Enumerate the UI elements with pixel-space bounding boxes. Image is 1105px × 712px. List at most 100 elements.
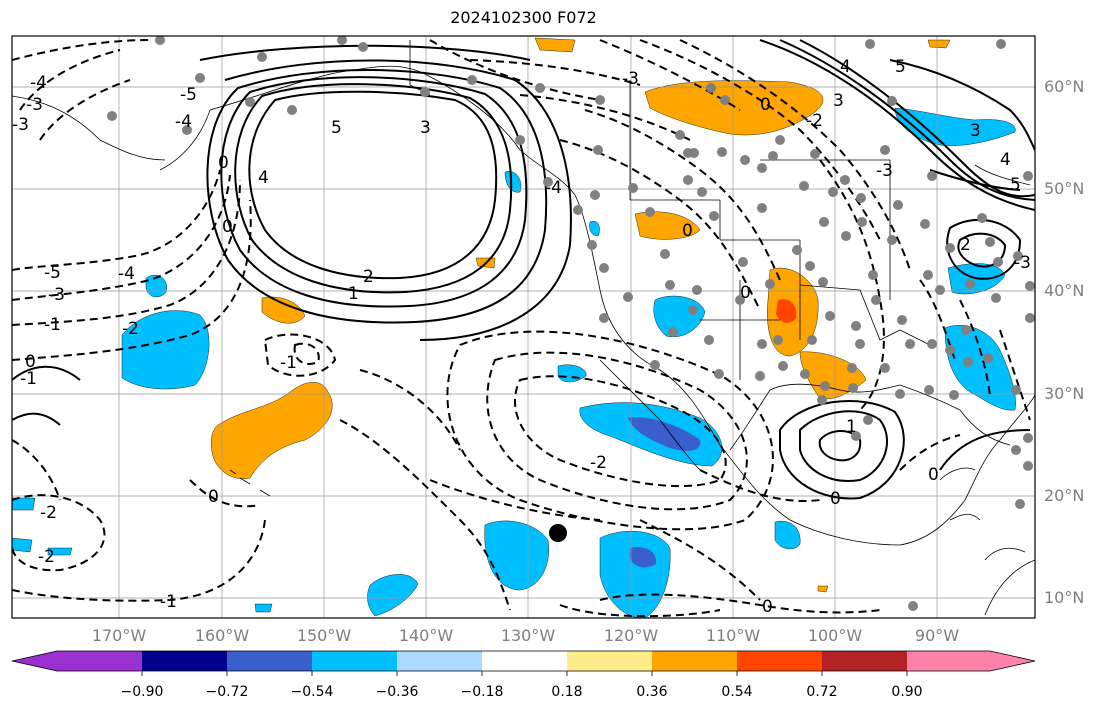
contour-label: 3: [833, 91, 844, 111]
lat-label-20n: 20°N: [1044, 486, 1085, 505]
negative-anomaly-region: [367, 574, 419, 617]
contour-label: -5: [44, 263, 61, 283]
contour-label: -3: [1014, 253, 1031, 273]
lon-label-130w: 130°W: [500, 626, 556, 645]
map-frame: [11, 35, 1036, 619]
contour-label: -1: [44, 315, 61, 335]
colorbar-tick-label: −0.18: [460, 684, 504, 700]
colorbar-segment: [652, 651, 737, 671]
colorbar-segment: [397, 651, 482, 671]
lon-label-160w: 160°W: [194, 626, 250, 645]
positive-anomaly-region: [261, 296, 306, 324]
lon-label-170w: 170°W: [91, 626, 147, 645]
contour-labels: 3 4 5 2 1 0 -1 -2 -3 -4 -5 -1 -2 -2 0 0 …: [12, 57, 1031, 617]
colorbar-tick-label: 0.36: [636, 684, 668, 700]
contour-label: -4: [118, 264, 135, 284]
colorbar-segment: [737, 651, 822, 671]
contour-label: 0: [740, 283, 751, 303]
colorbar-tick-label: −0.72: [205, 684, 249, 700]
negative-anomaly-region: [589, 220, 600, 237]
positive-anomaly-region: [634, 211, 701, 240]
contour-label: -3: [26, 95, 43, 115]
contour-label: 0: [928, 465, 939, 485]
contour-label: 4: [1000, 150, 1011, 170]
colorbar-tick-label: −0.90: [120, 684, 164, 700]
contour-label: -2: [590, 453, 607, 473]
negative-anomaly-region: [47, 547, 73, 556]
lat-label-30n: 30°N: [1044, 384, 1085, 403]
negative-anomaly-region: [12, 537, 33, 553]
colorbar: [11, 650, 1036, 676]
negative-anomaly-region: [254, 603, 273, 613]
contour-label: -1: [280, 353, 297, 373]
contour-label: -3: [12, 115, 29, 135]
strong-negative-region: [630, 546, 657, 568]
negative-anomaly-region: [504, 171, 522, 193]
lon-label-90w: 90°W: [914, 626, 960, 645]
contour-negative: [12, 39, 1031, 618]
colorbar-segment: [567, 651, 652, 671]
contour-label: 3: [970, 121, 981, 141]
colorbar-segment: [907, 651, 990, 671]
contour-label: 4: [258, 168, 269, 188]
contour-label: 0: [682, 221, 693, 241]
contour-label: -2: [38, 547, 55, 567]
contour-label: 3: [420, 118, 431, 138]
positive-anomaly-region: [927, 39, 951, 49]
positive-anomaly-region: [644, 80, 824, 136]
colorbar-extend-low: [12, 651, 57, 671]
contour-label: 0: [218, 153, 229, 173]
negative-anomaly-region: [944, 325, 1016, 411]
colorbar-segment: [482, 651, 567, 671]
contour-label: 0: [762, 597, 773, 617]
negative-anomaly-region: [12, 497, 36, 511]
colorbar-tick-label: 0.72: [806, 684, 838, 700]
negative-anomaly-region: [121, 310, 210, 390]
colorbar-tick-label: 0.18: [551, 684, 583, 700]
colorbar-segment: [57, 651, 142, 671]
map-title: 2024102300 F072: [450, 8, 597, 27]
contour-label: -4: [175, 112, 192, 132]
colorbar-extend-high: [990, 651, 1035, 671]
map-layers: 3 4 5 2 1 0 -1 -2 -3 -4 -5 -1 -2 -2 0 0 …: [12, 36, 1035, 618]
colorbar-tick-label: 0.54: [721, 684, 753, 700]
lon-label-110w: 110°W: [705, 626, 761, 645]
contour-label: -5: [180, 85, 197, 105]
colorbar-segment: [142, 651, 227, 671]
contour-label: 0: [760, 95, 771, 115]
strong-positive-region: [776, 299, 797, 323]
lon-label-100w: 100°W: [807, 626, 863, 645]
contour-label: -3: [48, 285, 65, 305]
negative-anomaly-region: [484, 520, 549, 591]
contour-label: 5: [331, 118, 342, 138]
lat-label-10n: 10°N: [1044, 588, 1085, 607]
contour-label: 1: [846, 417, 857, 437]
colorbar-tick-label: −0.36: [375, 684, 419, 700]
contour-label: -3: [876, 161, 893, 181]
contour-label: -4: [30, 73, 47, 93]
contour-label: -2: [40, 503, 57, 523]
contour-label: -1: [20, 369, 37, 389]
contour-label: 4: [840, 57, 851, 77]
lon-label-140w: 140°W: [398, 626, 454, 645]
contour-label: 2: [960, 235, 971, 255]
colorbar-tick-label: −0.54: [290, 684, 334, 700]
reference-marker: [549, 524, 567, 542]
lon-label-150w: 150°W: [296, 626, 352, 645]
contour-label: 0: [208, 487, 219, 507]
colorbar-segment: [822, 651, 907, 671]
contour-label: -3: [622, 69, 639, 89]
lat-label-50n: 50°N: [1044, 179, 1085, 198]
positive-anomaly-region: [534, 37, 576, 53]
contour-positive: [12, 39, 1035, 500]
colorbar-segment: [312, 651, 397, 671]
station-markers: [107, 36, 1035, 611]
positive-anomaly-region: [211, 382, 333, 479]
colorbar-segment: [227, 651, 312, 671]
contour-label: -1: [160, 592, 177, 612]
negative-anomaly-region: [774, 520, 801, 550]
contour-label: -2: [806, 111, 823, 131]
contour-label: -4: [545, 178, 562, 198]
contour-label: 0: [222, 217, 233, 237]
